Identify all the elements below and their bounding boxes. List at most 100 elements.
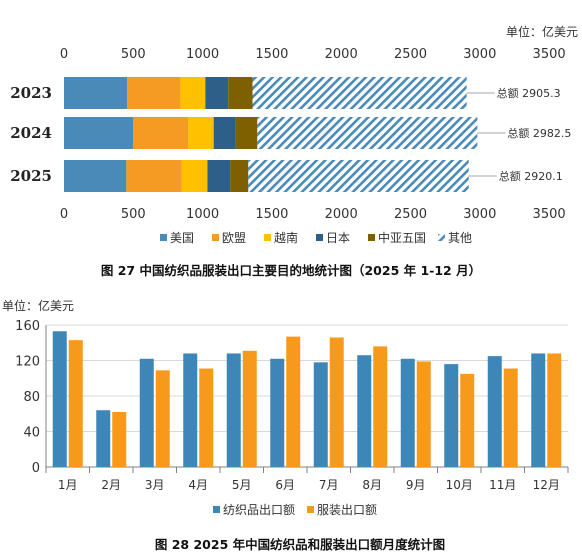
bar <box>444 364 459 467</box>
x-tick-label-top: 1500 <box>255 47 288 62</box>
bar <box>416 361 431 467</box>
legend-swatch <box>160 234 167 241</box>
monthly-export-bar-chart: 单位：亿美元 0 40 80 120 160 1月 2月 3月 4月 5月 6月 7月 8月 9月 10月… <box>2 298 569 552</box>
x-tick-label-bottom: 2500 <box>394 207 427 222</box>
x-tick-label: 5月 <box>232 478 252 492</box>
bar <box>226 353 241 467</box>
bar <box>199 368 214 467</box>
bar <box>96 410 111 467</box>
y-tick-label: 80 <box>23 390 40 405</box>
bar <box>400 358 415 467</box>
bar-segment <box>213 117 236 149</box>
bar <box>139 358 154 467</box>
x-tick-label: 1月 <box>58 478 78 492</box>
bar <box>155 370 170 467</box>
bar-segment <box>230 160 249 192</box>
unit-label: 单位：亿美元 <box>506 24 578 39</box>
legend-label: 日本 <box>326 231 350 245</box>
bar-segment <box>64 160 127 192</box>
bar <box>503 368 518 467</box>
x-tick-label-bottom: 1000 <box>186 207 219 222</box>
legend-swatch <box>307 506 314 513</box>
x-tick-label: 12月 <box>533 478 560 492</box>
category-label: 2025 <box>10 167 52 185</box>
total-label: 总额 2905.3 <box>497 86 561 100</box>
bar <box>373 346 388 467</box>
y-tick-label: 120 <box>15 355 40 370</box>
bar-segment <box>257 117 478 149</box>
legend-swatch <box>212 234 219 241</box>
bar <box>183 353 198 467</box>
bar <box>286 336 301 467</box>
x-tick-label: 11月 <box>489 478 516 492</box>
bar <box>52 331 67 467</box>
bar-segment <box>235 117 258 149</box>
x-tick-label-top: 1000 <box>186 47 219 62</box>
y-tick-label: 0 <box>32 461 40 476</box>
bar-segment <box>126 160 182 192</box>
x-tick-label-bottom: 1500 <box>255 207 288 222</box>
bar-segment <box>64 117 134 149</box>
bar-segment <box>207 160 231 192</box>
chart-caption: 图 28 2025 年中国纺织品和服装出口额月度统计图 <box>155 537 445 552</box>
legend-swatch <box>264 234 271 241</box>
legend-swatch <box>213 506 220 513</box>
bar-segment <box>64 77 128 109</box>
x-tick-label-bottom: 2000 <box>325 207 358 222</box>
chart-caption: 图 27 中国纺织品服装出口主要目的地统计图（2025 年 1-12 月） <box>101 263 481 278</box>
legend-swatch <box>368 234 375 241</box>
bar-segment <box>180 77 206 109</box>
bar <box>531 353 546 467</box>
bar-segment <box>181 160 208 192</box>
x-tick-label-bottom: 3500 <box>533 207 566 222</box>
x-tick-label-top: 3000 <box>463 47 496 62</box>
x-tick-label-bottom: 3000 <box>463 207 496 222</box>
bar <box>329 337 344 467</box>
bar-segment <box>228 77 253 109</box>
category-label: 2024 <box>10 124 52 142</box>
x-tick-label-top: 500 <box>121 47 146 62</box>
bar <box>460 373 475 467</box>
legend-swatch <box>438 234 445 241</box>
y-tick-label: 160 <box>15 319 40 334</box>
destination-stacked-bar-chart: 单位：亿美元 0 0 500 500 1000 1000 1500 1500 2000 2000 2… <box>10 24 578 278</box>
x-tick-label-bottom: 0 <box>60 207 68 222</box>
legend-label: 中亚五国 <box>378 230 426 245</box>
total-label: 总额 2982.5 <box>507 126 571 140</box>
legend-label: 美国 <box>170 231 194 245</box>
bar-segment <box>133 117 189 149</box>
x-tick-label: 2月 <box>101 478 121 492</box>
x-tick-label: 8月 <box>362 478 382 492</box>
x-tick-label: 4月 <box>188 478 208 492</box>
x-tick-label: 9月 <box>406 478 426 492</box>
bar <box>242 350 257 467</box>
x-tick-label: 6月 <box>275 478 295 492</box>
x-tick-label: 7月 <box>319 478 339 492</box>
legend-swatch <box>316 234 323 241</box>
x-tick-label-top: 0 <box>60 47 68 62</box>
x-tick-label-bottom: 500 <box>121 207 146 222</box>
legend-label: 越南 <box>274 230 298 245</box>
bar-segment <box>205 77 229 109</box>
y-tick-label: 40 <box>23 426 40 441</box>
bar <box>487 356 502 467</box>
x-tick-label-top: 3500 <box>533 47 566 62</box>
bar <box>313 362 328 467</box>
bar <box>112 412 127 467</box>
bar-segment <box>252 77 467 109</box>
bar-segment <box>188 117 214 149</box>
bar-segment <box>127 77 181 109</box>
total-label: 总额 2920.1 <box>499 169 563 183</box>
bar <box>68 340 83 467</box>
bar <box>270 358 285 467</box>
legend-label: 纺织品出口额 <box>223 503 295 517</box>
x-tick-label-top: 2000 <box>325 47 358 62</box>
bar <box>357 355 372 467</box>
legend-label: 欧盟 <box>222 231 246 245</box>
legend-label: 服装出口额 <box>317 503 377 517</box>
legend-label: 其他 <box>448 231 472 245</box>
unit-label: 单位：亿美元 <box>2 298 74 313</box>
x-tick-label: 3月 <box>145 478 165 492</box>
bar-segment <box>248 160 469 192</box>
x-tick-label-top: 2500 <box>394 47 427 62</box>
